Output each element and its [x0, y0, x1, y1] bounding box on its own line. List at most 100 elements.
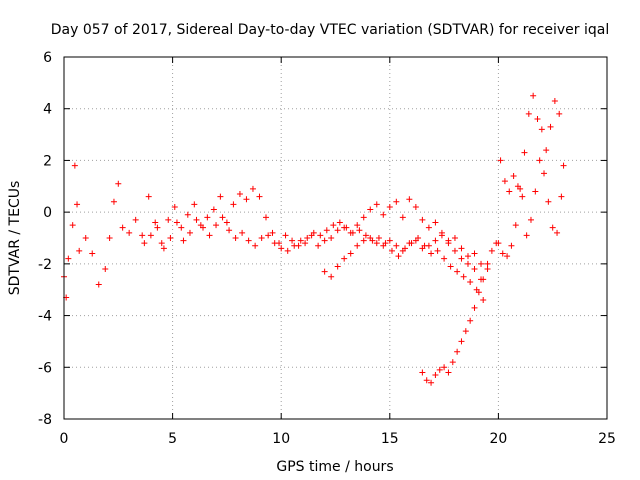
data-point	[71, 162, 78, 169]
data-point	[451, 235, 458, 241]
data-point	[499, 250, 506, 257]
data-point	[171, 203, 178, 210]
data-point	[558, 193, 565, 200]
data-point	[386, 237, 393, 244]
data-point	[147, 232, 154, 239]
data-point	[115, 180, 122, 187]
data-point	[191, 201, 198, 208]
data-point	[321, 237, 328, 244]
data-point	[315, 242, 322, 249]
data-point	[438, 232, 445, 239]
y-tick-label: -2	[38, 257, 52, 273]
data-point	[406, 196, 413, 203]
data-point	[160, 245, 167, 252]
data-point	[139, 232, 146, 239]
data-point	[65, 255, 72, 262]
data-point	[200, 224, 207, 231]
data-point	[464, 253, 471, 260]
data-point	[541, 170, 548, 177]
data-point	[536, 157, 543, 164]
data-point	[527, 216, 534, 223]
data-point	[432, 237, 439, 244]
data-point	[432, 372, 439, 379]
data-point	[265, 232, 272, 239]
data-point	[543, 147, 550, 154]
data-point	[354, 242, 361, 249]
data-point	[76, 247, 83, 254]
data-point	[419, 369, 426, 376]
x-tick-labels: 0 5 10 15 20 25	[60, 431, 616, 447]
data-point	[549, 224, 556, 231]
data-point	[399, 214, 406, 221]
data-point	[223, 219, 230, 226]
data-point	[471, 304, 478, 311]
data-point	[230, 201, 237, 208]
data-point	[428, 379, 435, 386]
data-point	[74, 201, 81, 208]
data-point	[471, 266, 478, 273]
data-point	[521, 149, 528, 156]
y-tick-label: -4	[38, 309, 52, 325]
data-point	[480, 297, 487, 304]
data-point	[262, 214, 269, 221]
data-point	[236, 191, 243, 198]
series-track-d	[419, 240, 500, 386]
data-point	[506, 188, 513, 195]
data-point	[449, 359, 456, 366]
data-point	[82, 235, 89, 241]
data-point	[545, 198, 552, 205]
y-tick-label: 2	[43, 153, 52, 169]
data-point	[393, 242, 400, 249]
data-point	[484, 260, 491, 267]
data-point	[525, 110, 532, 117]
data-point	[478, 260, 485, 267]
data-point	[289, 237, 296, 244]
data-point	[451, 247, 458, 254]
data-point	[362, 232, 369, 239]
data-point	[419, 245, 426, 252]
data-point	[495, 240, 502, 247]
data-point	[317, 232, 324, 239]
data-point	[336, 219, 343, 226]
data-point	[330, 222, 337, 229]
data-point	[462, 328, 469, 335]
data-point	[360, 237, 367, 244]
data-point	[284, 247, 291, 254]
data-point	[154, 224, 161, 231]
y-axis-title: SDTVAR / TECUs	[7, 181, 23, 296]
data-point	[484, 266, 491, 273]
data-point	[556, 110, 563, 117]
y-tick-label: 0	[43, 205, 52, 221]
data-point	[367, 235, 374, 241]
data-point	[217, 193, 224, 200]
data-point	[232, 235, 239, 241]
series-track-e	[495, 92, 567, 260]
data-point	[347, 250, 354, 257]
x-tick-label: 25	[598, 431, 616, 447]
data-point	[145, 193, 152, 200]
data-point	[158, 240, 165, 247]
data-point	[458, 255, 465, 262]
data-point	[302, 240, 309, 247]
data-point	[367, 206, 374, 213]
data-point	[291, 242, 298, 249]
data-point	[380, 242, 387, 249]
data-point	[271, 240, 278, 247]
x-tick-label: 20	[489, 431, 507, 447]
data-point	[258, 235, 265, 241]
data-point	[497, 157, 504, 164]
series-track-c	[321, 232, 485, 283]
data-point	[278, 245, 285, 252]
data-point	[304, 235, 311, 241]
data-point	[538, 126, 545, 133]
data-point	[297, 237, 304, 244]
data-point	[226, 227, 233, 234]
grid-lines	[64, 57, 607, 419]
data-point	[132, 216, 139, 223]
plot-frame	[63, 56, 608, 420]
data-point	[119, 224, 126, 231]
data-point	[102, 266, 109, 273]
data-point	[206, 232, 213, 239]
x-tick-label: 0	[60, 431, 69, 447]
